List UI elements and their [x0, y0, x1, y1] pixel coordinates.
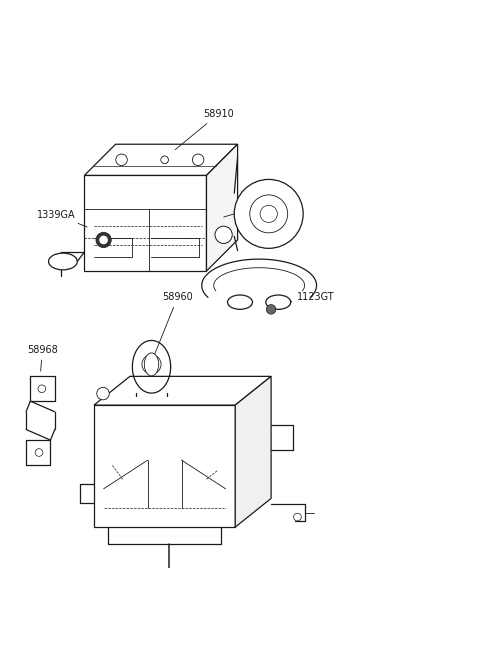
Polygon shape	[206, 145, 238, 271]
Text: 58910: 58910	[175, 109, 234, 150]
Circle shape	[35, 449, 43, 457]
Circle shape	[116, 154, 127, 166]
Polygon shape	[94, 376, 271, 405]
Circle shape	[99, 236, 108, 244]
Circle shape	[215, 226, 232, 244]
Polygon shape	[235, 376, 271, 527]
Circle shape	[234, 179, 303, 248]
Circle shape	[161, 156, 168, 164]
Ellipse shape	[266, 295, 291, 309]
Polygon shape	[94, 405, 235, 527]
Circle shape	[192, 154, 204, 166]
Text: 1339GA: 1339GA	[36, 210, 87, 227]
Text: 58960: 58960	[153, 292, 193, 359]
Text: 58968: 58968	[27, 344, 58, 371]
Polygon shape	[84, 145, 238, 175]
Circle shape	[260, 205, 277, 223]
Circle shape	[97, 388, 109, 400]
Text: 1123GT: 1123GT	[278, 292, 335, 304]
Circle shape	[38, 385, 46, 393]
Circle shape	[294, 513, 301, 521]
Circle shape	[266, 305, 276, 314]
Circle shape	[142, 355, 161, 374]
Polygon shape	[84, 175, 206, 271]
Circle shape	[96, 233, 111, 248]
Circle shape	[250, 195, 288, 233]
Ellipse shape	[48, 253, 77, 270]
Ellipse shape	[144, 353, 159, 376]
Ellipse shape	[228, 295, 252, 309]
